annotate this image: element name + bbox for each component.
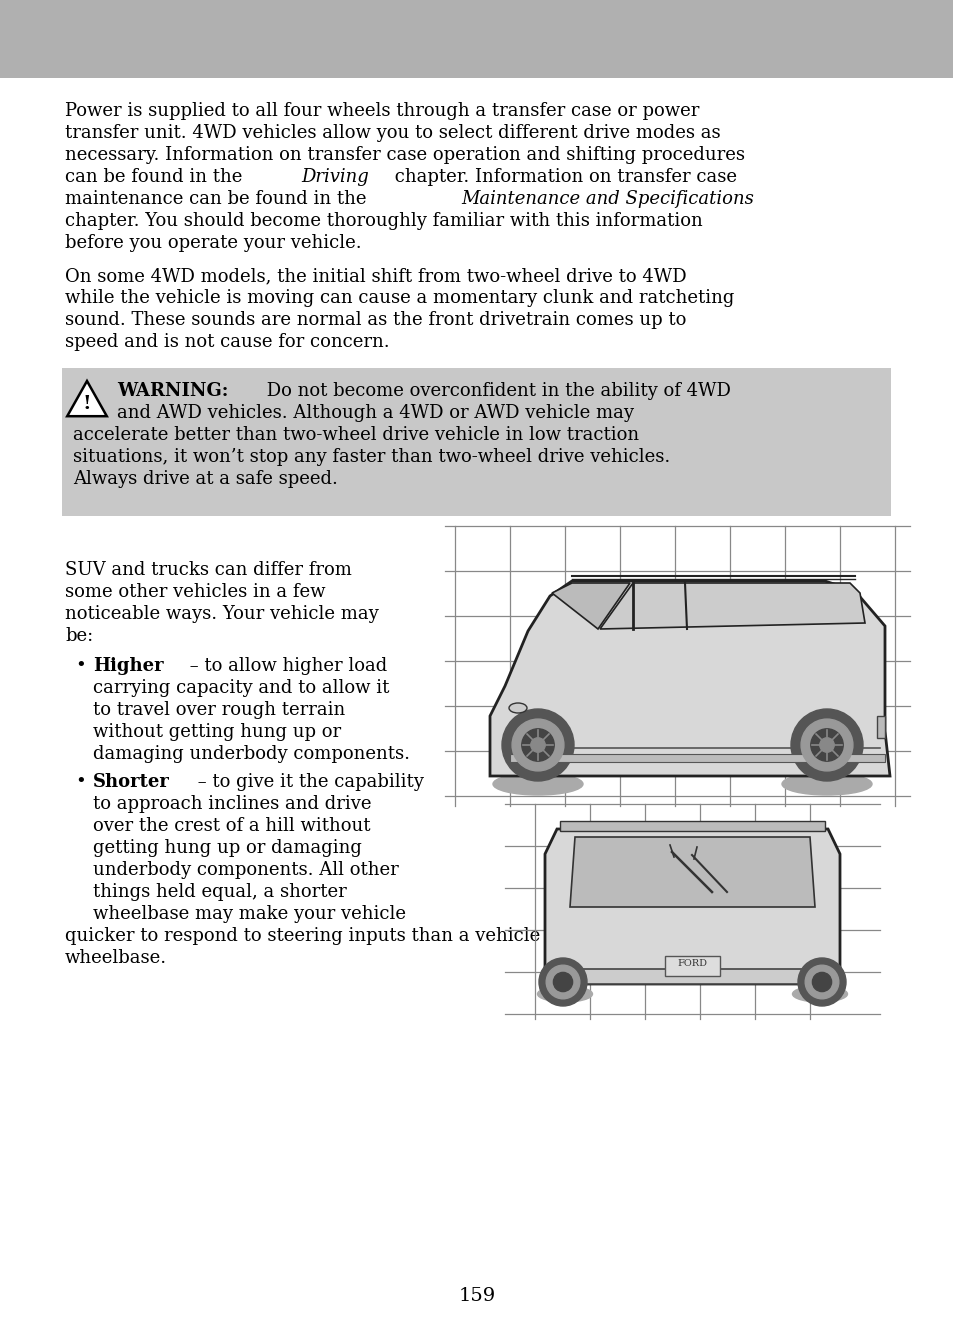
Text: – to give it the capability: – to give it the capability: [192, 772, 424, 791]
Polygon shape: [552, 583, 629, 629]
Text: maintenance can be found in the: maintenance can be found in the: [65, 190, 372, 208]
Polygon shape: [569, 837, 814, 907]
Text: accelerate better than two-wheel drive vehicle in low traction: accelerate better than two-wheel drive v…: [73, 426, 639, 444]
Text: situations, it won’t stop any faster than two-wheel drive vehicles.: situations, it won’t stop any faster tha…: [73, 448, 670, 467]
Text: Do not become overconfident in the ability of 4WD: Do not become overconfident in the abili…: [260, 382, 730, 399]
Circle shape: [512, 720, 563, 771]
Text: sound. These sounds are normal as the front drivetrain comes up to: sound. These sounds are normal as the fr…: [65, 311, 685, 330]
Text: things held equal, a shorter: things held equal, a shorter: [92, 883, 346, 902]
Text: damaging underbody components.: damaging underbody components.: [92, 745, 410, 763]
Circle shape: [530, 738, 544, 753]
Text: speed and is not cause for concern.: speed and is not cause for concern.: [65, 333, 389, 351]
Text: chapter. Information on transfer case: chapter. Information on transfer case: [388, 167, 736, 186]
Text: getting hung up or damaging: getting hung up or damaging: [92, 840, 361, 857]
Circle shape: [801, 720, 852, 771]
FancyBboxPatch shape: [550, 969, 834, 985]
Circle shape: [521, 729, 554, 762]
Ellipse shape: [781, 772, 871, 795]
Text: and AWD vehicles. Although a 4WD or AWD vehicle may: and AWD vehicles. Although a 4WD or AWD …: [117, 405, 634, 422]
Text: quicker to respond to steering inputs than a vehicle with a longer: quicker to respond to steering inputs th…: [65, 927, 667, 945]
Polygon shape: [544, 829, 840, 985]
Ellipse shape: [509, 702, 526, 713]
Text: Driving: Driving: [301, 167, 369, 186]
Circle shape: [819, 738, 833, 753]
Ellipse shape: [792, 986, 846, 1002]
FancyBboxPatch shape: [0, 0, 953, 78]
Text: Always drive at a safe speed.: Always drive at a safe speed.: [73, 471, 337, 488]
FancyBboxPatch shape: [559, 821, 824, 832]
Circle shape: [546, 965, 579, 999]
Text: some other vehicles in a few: some other vehicles in a few: [65, 583, 325, 601]
Text: Power is supplied to all four wheels through a transfer case or power: Power is supplied to all four wheels thr…: [65, 101, 699, 120]
Text: over the crest of a hill without: over the crest of a hill without: [92, 817, 370, 836]
Text: SUV and trucks can differ from: SUV and trucks can differ from: [65, 561, 352, 579]
Text: WARNING:: WARNING:: [117, 382, 228, 399]
Text: chapter. You should become thoroughly familiar with this information: chapter. You should become thoroughly fa…: [65, 212, 702, 231]
Text: necessary. Information on transfer case operation and shifting procedures: necessary. Information on transfer case …: [65, 146, 744, 163]
Ellipse shape: [537, 986, 592, 1002]
Text: •: •: [75, 772, 86, 791]
Ellipse shape: [493, 772, 582, 795]
Circle shape: [797, 958, 845, 1006]
Text: Higher: Higher: [92, 656, 164, 675]
Polygon shape: [599, 583, 864, 629]
Circle shape: [804, 965, 838, 999]
Text: wheelbase.: wheelbase.: [65, 949, 167, 967]
Polygon shape: [490, 581, 889, 776]
Text: Maintenance and Specifications: Maintenance and Specifications: [461, 190, 754, 208]
Text: carrying capacity and to allow it: carrying capacity and to allow it: [92, 679, 389, 697]
Text: can be found in the: can be found in the: [65, 167, 248, 186]
Text: noticeable ways. Your vehicle may: noticeable ways. Your vehicle may: [65, 605, 378, 623]
Text: to travel over rough terrain: to travel over rough terrain: [92, 701, 345, 720]
FancyBboxPatch shape: [876, 716, 884, 738]
Text: Shorter: Shorter: [92, 772, 170, 791]
Text: underbody components. All other: underbody components. All other: [92, 861, 398, 879]
Circle shape: [812, 973, 831, 991]
Text: transfer unit. 4WD vehicles allow you to select different drive modes as: transfer unit. 4WD vehicles allow you to…: [65, 124, 720, 142]
FancyBboxPatch shape: [62, 368, 890, 517]
Text: !: !: [83, 395, 91, 414]
Text: while the vehicle is moving can cause a momentary clunk and ratcheting: while the vehicle is moving can cause a …: [65, 289, 734, 307]
FancyBboxPatch shape: [664, 956, 720, 977]
Circle shape: [538, 958, 586, 1006]
Polygon shape: [67, 381, 107, 416]
Circle shape: [553, 973, 572, 991]
Text: to approach inclines and drive: to approach inclines and drive: [92, 795, 371, 813]
Circle shape: [810, 729, 842, 762]
Text: before you operate your vehicle.: before you operate your vehicle.: [65, 235, 361, 252]
Circle shape: [790, 709, 862, 782]
Text: – to allow higher load: – to allow higher load: [184, 656, 387, 675]
Text: wheelbase may make your vehicle: wheelbase may make your vehicle: [92, 905, 406, 923]
FancyBboxPatch shape: [510, 754, 884, 762]
Text: without getting hung up or: without getting hung up or: [92, 724, 341, 741]
Text: On some 4WD models, the initial shift from two-wheel drive to 4WD: On some 4WD models, the initial shift fr…: [65, 268, 686, 285]
Circle shape: [501, 709, 574, 782]
Text: 159: 159: [457, 1286, 496, 1305]
Text: be:: be:: [65, 627, 93, 645]
Text: •: •: [75, 656, 86, 675]
Text: FORD: FORD: [677, 960, 706, 967]
